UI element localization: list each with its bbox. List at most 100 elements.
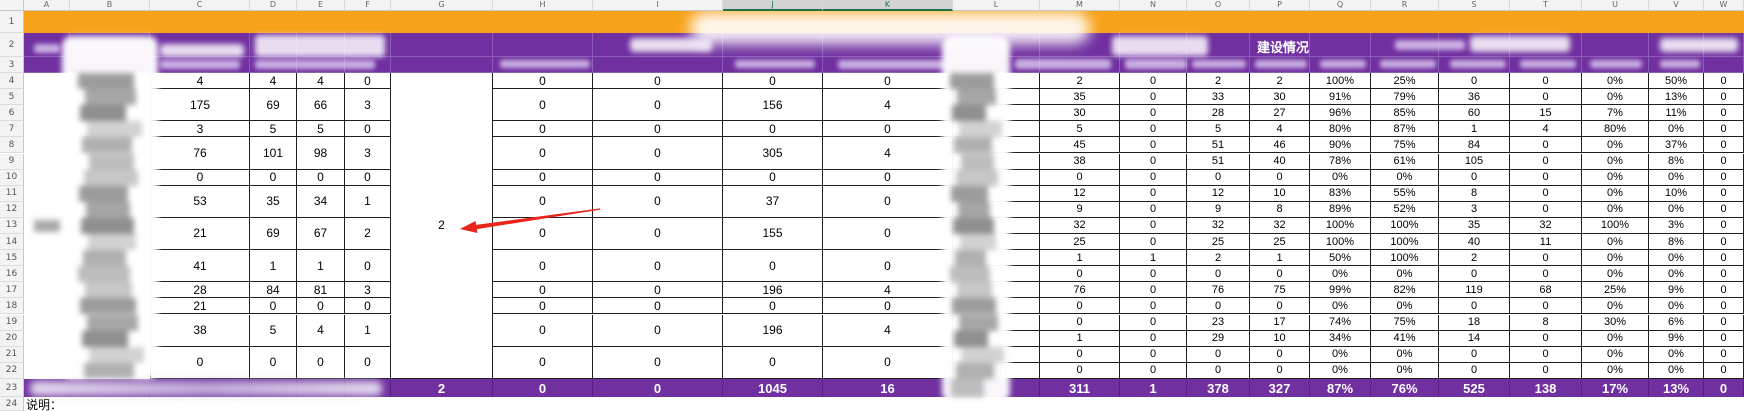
cell-S22[interactable]: 0 [1439,362,1510,379]
cell-E3[interactable] [297,57,345,73]
cell-T6[interactable]: 15 [1510,105,1582,122]
cell-J19[interactable]: 196 [723,314,823,347]
column-header-C[interactable]: C [150,0,250,11]
cell-O6[interactable]: 28 [1187,105,1250,122]
cell-S21[interactable]: 0 [1439,346,1510,363]
cell-U20[interactable]: 0% [1582,330,1649,347]
cell-U8[interactable]: 0% [1582,137,1649,154]
cell-N6[interactable]: 0 [1120,105,1187,122]
cell-M14[interactable]: 25 [1040,234,1120,251]
cell-W4[interactable]: 0 [1704,73,1744,90]
cell-V5[interactable]: 13% [1649,89,1704,106]
cell-K21[interactable]: 0 [823,346,953,379]
title-band-row-1[interactable] [24,11,1744,33]
cell-N22[interactable]: 0 [1120,362,1187,379]
total-K23[interactable]: 16 [823,379,953,397]
cell-D10[interactable]: 0 [250,169,297,186]
cell-D11[interactable]: 35 [250,185,297,218]
cell-Q9[interactable]: 78% [1310,153,1371,170]
cell-S3[interactable] [1439,57,1510,73]
cell-H15[interactable]: 0 [493,250,593,283]
cell-O11[interactable]: 12 [1187,185,1250,202]
cell-J17[interactable]: 196 [723,282,823,299]
column-header-T[interactable]: T [1510,0,1582,11]
row-header-16[interactable]: 16 [0,266,24,283]
cell-T17[interactable]: 68 [1510,282,1582,299]
cell-L6[interactable] [953,105,1040,122]
cell-R11[interactable]: 55% [1371,185,1439,202]
row-header-9[interactable]: 9 [0,153,24,170]
row-header-13[interactable]: 13 [0,217,24,234]
cell-J21[interactable]: 0 [723,346,823,379]
cell-S15[interactable]: 2 [1439,250,1510,267]
cell-R8[interactable]: 75% [1371,137,1439,154]
cell-F3[interactable] [345,57,391,73]
cell-B3[interactable] [70,57,150,73]
cell-T10[interactable]: 0 [1510,169,1582,186]
total-E23[interactable] [297,379,345,397]
cell-M10[interactable]: 0 [1040,169,1120,186]
cell-O14[interactable]: 25 [1187,234,1250,251]
column-header-N[interactable]: N [1120,0,1187,11]
cell-M20[interactable]: 1 [1040,330,1120,347]
cell-U5[interactable]: 0% [1582,89,1649,106]
column-header-B[interactable]: B [70,0,150,11]
cell-D17[interactable]: 84 [250,282,297,299]
cell-V18[interactable]: 0% [1649,298,1704,315]
cell-L8[interactable] [953,137,1040,154]
cell-H18[interactable]: 0 [493,298,593,315]
cell-U10[interactable]: 0% [1582,169,1649,186]
cell-G2[interactable] [391,33,493,57]
cell-T16[interactable]: 0 [1510,266,1582,283]
cell-E2[interactable] [297,33,345,57]
cell-Q6[interactable]: 96% [1310,105,1371,122]
cell-S19[interactable]: 18 [1439,314,1510,331]
cell-P9[interactable]: 40 [1250,153,1310,170]
cell-T7[interactable]: 4 [1510,121,1582,138]
cell-L18[interactable] [953,298,1040,315]
cell-E11[interactable]: 34 [297,185,345,218]
cell-Q21[interactable]: 0% [1310,346,1371,363]
cell-E13[interactable]: 67 [297,217,345,251]
total-F23[interactable] [345,379,391,397]
cell-I10[interactable]: 0 [593,169,723,186]
cell-Q22[interactable]: 0% [1310,362,1371,379]
cell-M2[interactable] [1040,33,1120,57]
cell-Q2[interactable] [1310,33,1371,57]
row-header-4[interactable]: 4 [0,73,24,90]
cell-M11[interactable]: 12 [1040,185,1120,202]
cell-O16[interactable]: 0 [1187,266,1250,283]
row-header-23[interactable]: 23 [0,379,24,397]
cell-F18[interactable]: 0 [345,298,391,315]
cell-K10[interactable]: 0 [823,169,953,186]
total-R23[interactable]: 76% [1371,379,1439,397]
cell-O21[interactable]: 0 [1187,346,1250,363]
cell-N17[interactable]: 0 [1120,282,1187,299]
cell-S5[interactable]: 36 [1439,89,1510,106]
cell-V15[interactable]: 0% [1649,250,1704,267]
total-V23[interactable]: 13% [1649,379,1704,397]
cell-V7[interactable]: 0% [1649,121,1704,138]
cell-T3[interactable] [1510,57,1582,73]
row-header-20[interactable]: 20 [0,330,24,347]
cell-D19[interactable]: 5 [250,314,297,347]
cell-V20[interactable]: 9% [1649,330,1704,347]
row-header-19[interactable]: 19 [0,314,24,331]
cell-V12[interactable]: 0% [1649,201,1704,218]
cell-K8[interactable]: 4 [823,137,953,170]
cell-P18[interactable]: 0 [1250,298,1310,315]
cell-N2[interactable] [1120,33,1187,57]
row-header-17[interactable]: 17 [0,282,24,299]
cell-Q17[interactable]: 99% [1310,282,1371,299]
cell-R9[interactable]: 61% [1371,153,1439,170]
cell-D13[interactable]: 69 [250,217,297,251]
cell-V22[interactable]: 0% [1649,362,1704,379]
cell-W13[interactable]: 0 [1704,217,1744,234]
cell-O12[interactable]: 9 [1187,201,1250,218]
cell-L2[interactable] [953,33,1040,57]
cell-P15[interactable]: 1 [1250,250,1310,267]
row-header-14[interactable]: 14 [0,234,24,251]
cell-C13[interactable]: 21 [150,217,250,251]
cell-W10[interactable]: 0 [1704,169,1744,186]
cell-C7[interactable]: 3 [150,121,250,138]
